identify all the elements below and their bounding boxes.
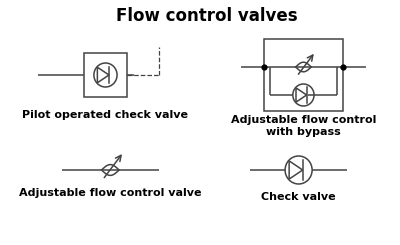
Text: Check valve: Check valve <box>261 192 336 202</box>
Text: Adjustable flow control
with bypass: Adjustable flow control with bypass <box>231 115 376 137</box>
Text: Pilot operated check valve: Pilot operated check valve <box>22 110 188 120</box>
Text: Adjustable flow control valve: Adjustable flow control valve <box>19 188 202 198</box>
Bar <box>84 53 127 97</box>
Text: Flow control valves: Flow control valves <box>116 7 298 25</box>
Bar <box>264 39 343 111</box>
